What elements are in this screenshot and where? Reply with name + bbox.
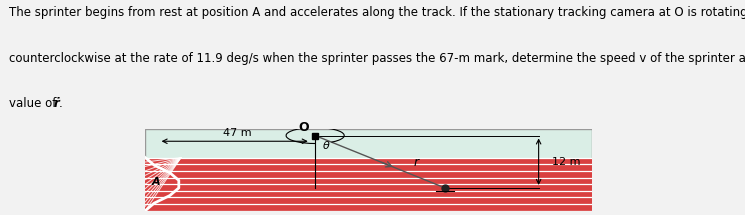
Text: O: O — [299, 121, 309, 134]
Text: The sprinter begins from rest at position A and accelerates along the track. If : The sprinter begins from rest at positio… — [9, 6, 745, 19]
Text: value of: value of — [9, 97, 60, 110]
Text: $\theta$: $\theta$ — [322, 139, 331, 151]
Bar — [145, 158, 592, 211]
Text: 12 m: 12 m — [552, 157, 580, 167]
Text: counterclockwise at the rate of 11.9 deg/s when the sprinter passes the 67-m mar: counterclockwise at the rate of 11.9 deg… — [9, 52, 745, 64]
Text: .: . — [59, 97, 63, 110]
Text: r: r — [413, 156, 419, 169]
Text: ṙ: ṙ — [54, 97, 60, 110]
Text: 47 m: 47 m — [223, 127, 251, 138]
Text: A: A — [152, 177, 161, 187]
